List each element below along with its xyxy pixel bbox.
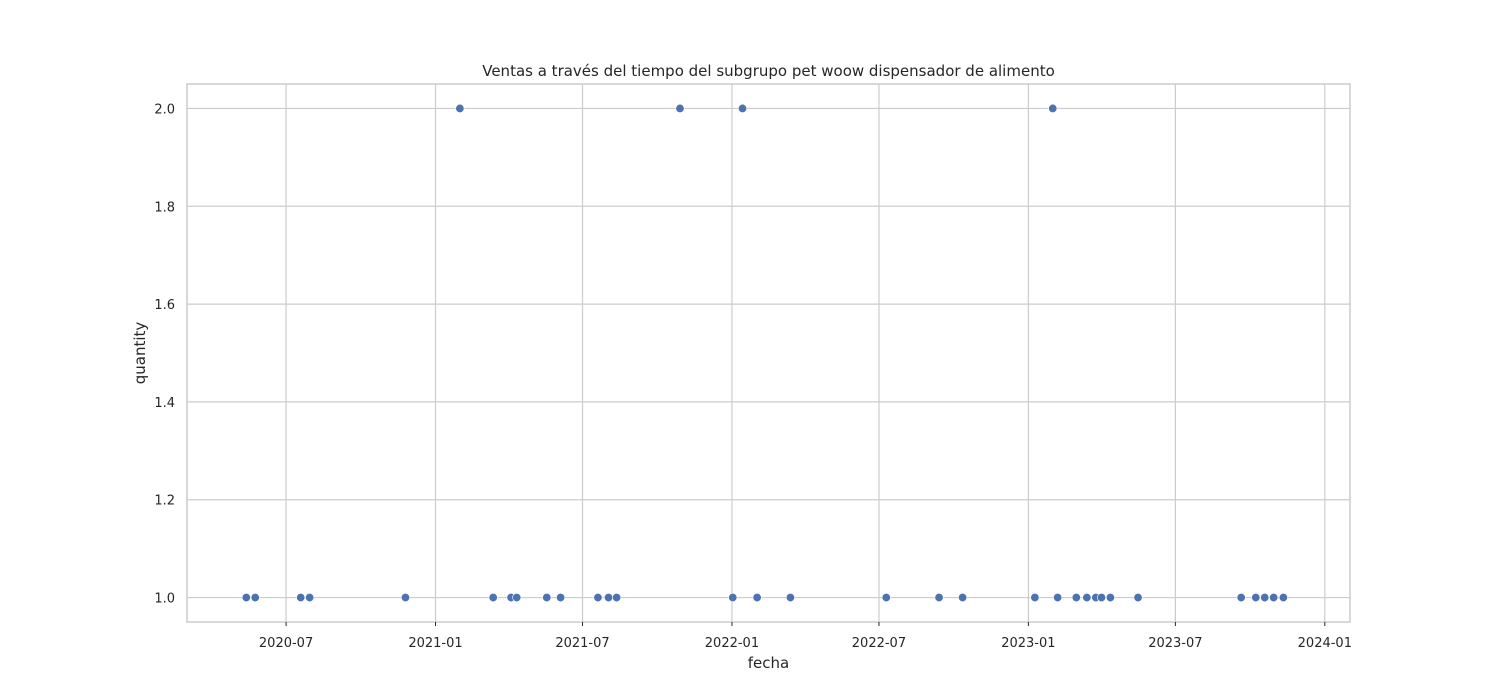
y-tick-label: 1.2 — [154, 494, 175, 509]
y-tick-label: 1.4 — [154, 396, 175, 411]
data-point — [488, 593, 498, 603]
data-point — [296, 593, 306, 603]
data-point — [1105, 593, 1115, 603]
y-tick-label: 1.0 — [154, 592, 175, 607]
data-point — [612, 593, 622, 603]
x-tick-label: 2021-01 — [408, 636, 462, 651]
data-point — [785, 593, 795, 603]
data-point — [1236, 593, 1246, 603]
data-point — [1096, 593, 1106, 603]
data-point — [455, 103, 465, 113]
x-tick-label: 2023-01 — [1001, 636, 1055, 651]
data-point — [241, 593, 251, 603]
data-point — [542, 593, 552, 603]
data-point — [934, 593, 944, 603]
y-axis-ticks: 1.0 1.2 1.4 1.6 1.8 2.0 — [154, 102, 175, 606]
chart-title: Ventas a través del tiempo del subgrupo … — [482, 62, 1055, 80]
y-tick-label: 2.0 — [154, 102, 175, 117]
data-point — [1133, 593, 1143, 603]
data-point — [593, 593, 603, 603]
data-point — [1269, 593, 1279, 603]
x-tick-label: 2020-07 — [259, 636, 313, 651]
data-point — [1030, 593, 1040, 603]
y-axis-label: quantity — [131, 322, 149, 385]
data-point — [512, 593, 522, 603]
y-tick-label: 1.6 — [154, 298, 175, 313]
data-point — [1082, 593, 1092, 603]
data-point — [1278, 593, 1288, 603]
data-point — [1071, 593, 1081, 603]
data-point — [1048, 103, 1058, 113]
data-point — [675, 103, 685, 113]
data-point — [752, 593, 762, 603]
y-tick-label: 1.8 — [154, 200, 175, 215]
data-point — [1053, 593, 1063, 603]
plot-frame — [186, 83, 1351, 623]
data-point — [958, 593, 968, 603]
data-point — [728, 593, 738, 603]
x-tick-label: 2023-07 — [1148, 636, 1202, 651]
x-tick-label: 2021-07 — [555, 636, 609, 651]
x-axis-ticks: 2020-07 2021-01 2021-07 2022-01 2022-07 2023-… — [259, 622, 1352, 651]
x-tick-label: 2022-01 — [705, 636, 759, 651]
data-point — [250, 593, 260, 603]
data-point — [400, 593, 410, 603]
data-point — [881, 593, 891, 603]
data-point — [556, 593, 566, 603]
data-point — [1260, 593, 1270, 603]
data-points — [241, 103, 1288, 603]
x-tick-label: 2022-07 — [852, 636, 906, 651]
x-tick-label: 2024-01 — [1298, 636, 1352, 651]
data-point — [604, 593, 614, 603]
x-axis-label: fecha — [748, 654, 789, 672]
data-point — [305, 593, 315, 603]
grid — [187, 84, 1350, 622]
data-point — [738, 103, 748, 113]
data-point — [1251, 593, 1261, 603]
